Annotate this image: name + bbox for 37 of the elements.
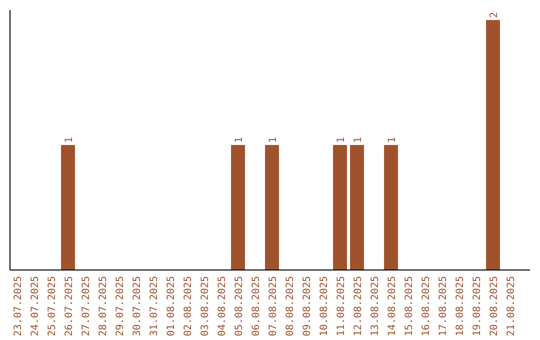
data-label: 1	[336, 136, 347, 143]
x-tick-label: 03.08.2025	[200, 276, 211, 336]
x-tick-label: 16.08.2025	[421, 276, 432, 336]
x-tick-label: 28.07.2025	[98, 276, 109, 336]
x-tick-label: 15.08.2025	[404, 276, 415, 336]
x-tick-label: 11.08.2025	[336, 276, 347, 336]
x-tick-label: 24.07.2025	[30, 276, 41, 336]
data-label: 1	[387, 136, 398, 143]
x-tick-label: 04.08.2025	[217, 276, 228, 336]
x-tick-label: 06.08.2025	[251, 276, 262, 336]
x-tick-label: 02.08.2025	[183, 276, 194, 336]
x-tick-label: 01.08.2025	[166, 276, 177, 336]
x-tick-label: 07.08.2025	[268, 276, 279, 336]
x-tick-label: 13.08.2025	[370, 276, 381, 336]
x-tick-label: 27.07.2025	[81, 276, 92, 336]
x-tick-label: 20.08.2025	[489, 276, 500, 336]
data-label: 1	[64, 136, 75, 143]
x-tick-label: 21.08.2025	[506, 276, 517, 336]
data-label: 1	[268, 136, 279, 143]
x-tick-label: 25.07.2025	[47, 276, 58, 336]
x-tick-label: 09.08.2025	[302, 276, 313, 336]
x-tick-label: 31.07.2025	[149, 276, 160, 336]
x-tick-label: 10.08.2025	[319, 276, 330, 336]
x-tick-label: 30.07.2025	[132, 276, 143, 336]
x-tick-label: 05.08.2025	[234, 276, 245, 336]
data-label: 1	[234, 136, 245, 143]
x-tick-label: 17.08.2025	[438, 276, 449, 336]
x-tick-label: 29.07.2025	[115, 276, 126, 336]
x-tick-label: 26.07.2025	[64, 276, 75, 336]
x-tick-label: 18.08.2025	[455, 276, 466, 336]
x-tick-label: 19.08.2025	[472, 276, 483, 336]
x-tick-label: 12.08.2025	[353, 276, 364, 336]
x-tick-label: 14.08.2025	[387, 276, 398, 336]
x-tick-label: 08.08.2025	[285, 276, 296, 336]
data-label: 1	[353, 136, 364, 143]
x-tick-label: 23.07.2025	[13, 276, 24, 336]
data-label: 2	[489, 12, 500, 18]
